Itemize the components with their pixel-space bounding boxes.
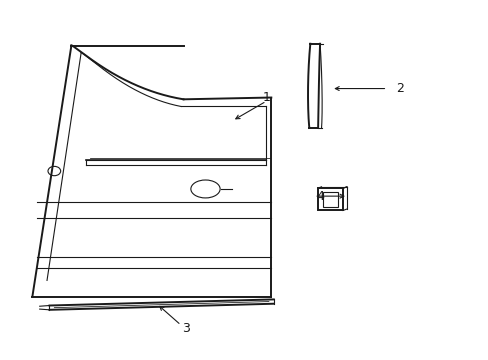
Text: 3: 3 [182,322,189,335]
Text: 2: 2 [396,82,404,95]
Bar [317,188,342,211]
Bar [322,192,337,207]
Text: 1: 1 [262,91,270,104]
Text: 4: 4 [316,190,324,203]
